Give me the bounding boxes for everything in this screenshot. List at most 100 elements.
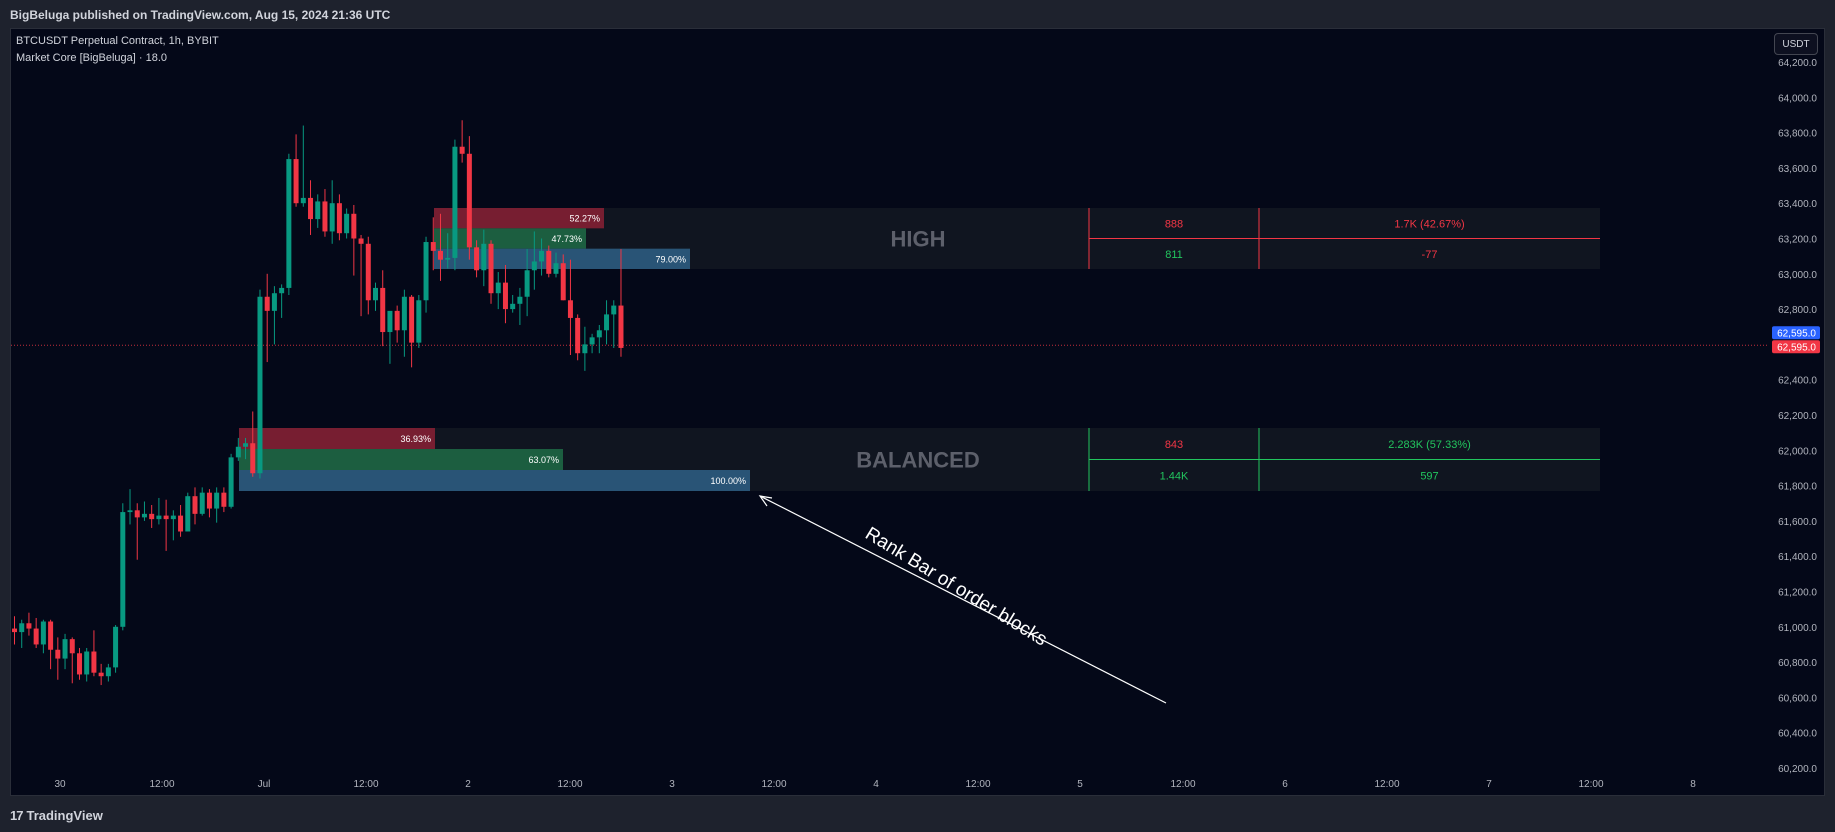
price-tick-label: 63,000.0: [1778, 270, 1817, 281]
high-table-cell: 811: [1165, 249, 1183, 261]
price-tick-label: 61,600.0: [1778, 517, 1817, 528]
candle-body: [604, 314, 610, 331]
price-tick-label: 60,200.0: [1778, 764, 1817, 775]
candle-body: [589, 337, 595, 345]
candle-body: [322, 201, 328, 232]
price-tick-label: 63,400.0: [1778, 199, 1817, 210]
candle-body: [488, 243, 494, 294]
candle-body: [84, 651, 90, 675]
balanced-rank-bar-label: 100.00%: [710, 476, 746, 486]
candle-body: [293, 159, 299, 204]
candle-body: [510, 303, 516, 310]
candle-body: [575, 317, 581, 354]
high-rank-bar: [434, 208, 604, 229]
candle-body: [300, 197, 306, 204]
price-tick-label: 61,400.0: [1778, 552, 1817, 563]
chart-frame[interactable]: [10, 28, 1825, 796]
candle-body: [351, 213, 357, 239]
candle-body: [185, 496, 191, 532]
candle-body: [286, 159, 292, 288]
candle-body: [380, 287, 386, 333]
candle-body: [199, 492, 205, 514]
candle-body: [149, 513, 155, 520]
candle-body: [257, 296, 263, 474]
balanced-table-cell: 1.44K: [1160, 470, 1189, 482]
high-table-cell: -77: [1422, 249, 1438, 261]
candle-body: [250, 443, 256, 474]
candles-layer: [12, 120, 624, 686]
candle-body: [531, 261, 537, 271]
candle-body: [315, 201, 321, 220]
candle-body: [329, 203, 335, 232]
candle-body: [127, 510, 133, 513]
indicator-info[interactable]: Market Core [BigBeluga] · 18.0: [16, 52, 168, 64]
high-rank-bar-label: 79.00%: [655, 254, 686, 264]
candle-body: [365, 243, 371, 301]
candle-body: [553, 263, 559, 274]
time-tick-label: 12:00: [353, 779, 378, 790]
symbol-info[interactable]: BTCUSDT Perpetual Contract, 1h, BYBIT: [16, 35, 219, 47]
candle-body: [582, 344, 588, 354]
candle-body: [26, 623, 32, 629]
price-tick-label: 60,400.0: [1778, 729, 1817, 740]
balanced-rank-bar: [239, 428, 435, 449]
candle-body: [279, 287, 285, 294]
time-tick-label: 12:00: [557, 779, 582, 790]
candle-body: [517, 296, 523, 304]
time-tick-label: Jul: [258, 779, 271, 790]
annotation-layer: Rank Bar of order blocks: [758, 495, 1167, 704]
candle-body: [560, 263, 566, 301]
candle-body: [373, 287, 378, 301]
candle-body: [459, 146, 465, 154]
candle-body: [409, 296, 415, 343]
price-tick-label: 64,200.0: [1778, 58, 1817, 69]
tradingview-brand: TradingView: [26, 808, 103, 823]
balanced-table-cell: 2.283K (57.33%): [1388, 439, 1471, 451]
candle-body: [163, 515, 169, 520]
high-table-cell: 888: [1165, 218, 1183, 230]
candle-body: [178, 515, 184, 532]
time-tick-label: 2: [465, 779, 471, 790]
candle-body: [221, 492, 227, 507]
balanced-table-cell: 843: [1165, 439, 1183, 451]
candle-body: [40, 621, 46, 645]
price-tick-label: 62,000.0: [1778, 446, 1817, 457]
candle-body: [524, 270, 530, 297]
price-tick-label: 62,400.0: [1778, 376, 1817, 387]
time-tick-label: 12:00: [149, 779, 174, 790]
current-price-blue-label: 62,595.0: [1777, 328, 1816, 339]
candle-body: [358, 238, 364, 244]
candle-body: [105, 667, 111, 677]
price-axis[interactable]: 64,200.0 64,000.0 63,800.0 63,600.0 63,400.0…: [1772, 58, 1820, 775]
time-tick-label: 8: [1690, 779, 1696, 790]
candle-body: [452, 146, 458, 258]
annotation-text: Rank Bar of order blocks: [861, 523, 1050, 650]
price-tick-label: 61,800.0: [1778, 482, 1817, 493]
tradingview-logo[interactable]: 17 TradingView: [10, 808, 103, 823]
time-tick-label: 6: [1282, 779, 1288, 790]
candle-body: [502, 282, 508, 310]
candle-body: [308, 197, 314, 220]
candle-body: [264, 296, 270, 311]
candle-body: [113, 626, 119, 668]
currency-button[interactable]: USDT: [1774, 33, 1818, 55]
current-price-badge-red: [1772, 340, 1820, 354]
candle-body: [416, 300, 422, 343]
current-price-red-label: 62,595.0: [1777, 342, 1816, 353]
time-axis[interactable]: 30 12:00 Jul 12:00 2 12:00 3 12:00 4 12:00 5 12:00 6…: [54, 779, 1696, 790]
publish-info: BigBeluga published on TradingView.com, …: [10, 8, 391, 22]
high-zone-label: HIGH: [891, 227, 946, 252]
price-tick-label: 60,600.0: [1778, 693, 1817, 704]
candle-body: [546, 250, 552, 274]
candle-body: [170, 515, 176, 520]
price-tick-label: 60,800.0: [1778, 658, 1817, 669]
candle-body: [618, 305, 624, 348]
high-rank-bar-label: 52.27%: [569, 214, 600, 224]
annotation-arrow-line: [759, 495, 1167, 704]
candle-body: [134, 510, 140, 518]
candle-body: [141, 513, 147, 518]
candle-body: [474, 247, 480, 271]
time-tick-label: 12:00: [1374, 779, 1399, 790]
time-tick-label: 12:00: [965, 779, 990, 790]
